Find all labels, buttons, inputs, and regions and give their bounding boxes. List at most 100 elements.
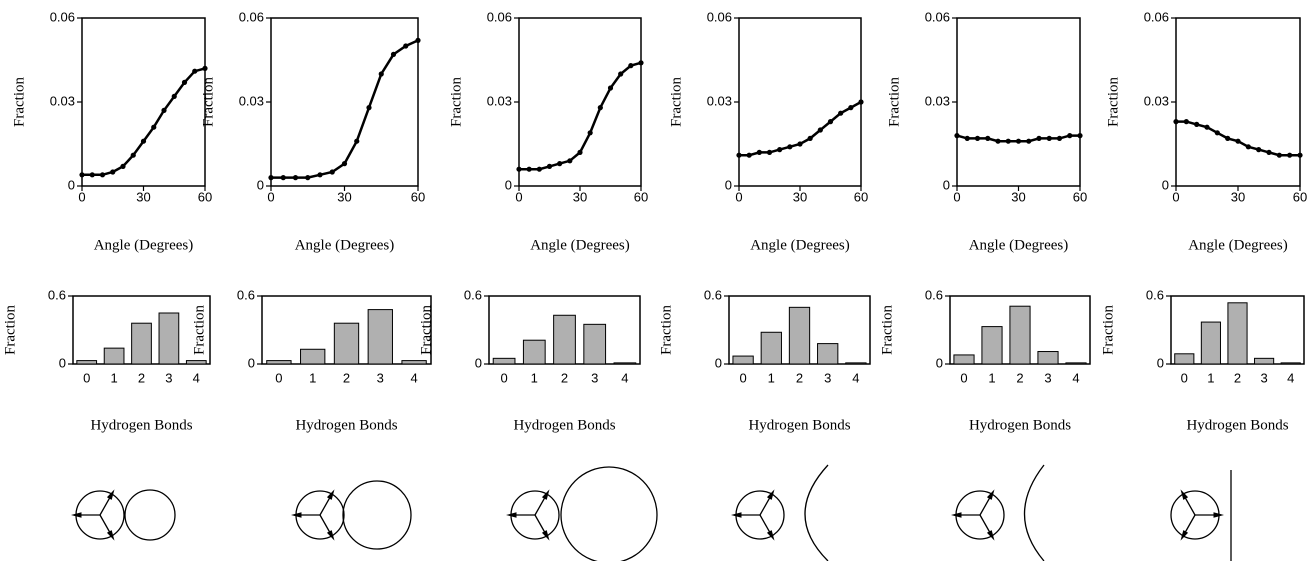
shape — [342, 480, 412, 550]
y-axis-label: Fraction — [448, 77, 464, 127]
x-tick-label: 2 — [343, 370, 350, 385]
bar — [1037, 351, 1059, 365]
x-axis-label: Hydrogen Bonds — [295, 417, 397, 433]
data-point — [995, 138, 1001, 144]
x-tick-label: 0 — [739, 370, 746, 385]
data-point — [1005, 138, 1011, 144]
bar — [1200, 321, 1221, 365]
data-point — [151, 124, 157, 130]
y-tick-label: 0 — [936, 355, 943, 370]
arrow-head — [506, 512, 517, 518]
data-point — [79, 172, 85, 178]
bar — [401, 360, 427, 365]
y-tick-label: 0.6 — [464, 287, 482, 302]
arrow-head — [541, 489, 550, 500]
bar — [103, 347, 125, 365]
x-tick-label: 1 — [110, 370, 117, 385]
data-point — [638, 60, 644, 66]
data-point — [192, 68, 198, 74]
plot-frame — [270, 17, 419, 187]
data-point — [536, 166, 542, 172]
data-point — [807, 135, 813, 141]
arrow-head — [106, 530, 115, 541]
x-tick-label: 1 — [1207, 370, 1214, 385]
x-tick-label: 60 — [411, 189, 425, 204]
arrow-head — [766, 530, 775, 541]
data-point — [1015, 138, 1022, 144]
data-point — [1235, 138, 1241, 144]
x-tick-label: 0 — [500, 370, 507, 385]
data-line — [271, 39, 419, 179]
x-tick-label: 0 — [735, 189, 742, 204]
x-tick-label: 0 — [960, 370, 967, 385]
x-tick-label: 2 — [138, 370, 145, 385]
x-tick-label: 0 — [1172, 189, 1179, 204]
x-tick-label: 3 — [1260, 370, 1267, 385]
x-tick-label: 1 — [309, 370, 316, 385]
x-tick-label: 0 — [515, 189, 522, 204]
y-tick-label: 0 — [68, 177, 75, 192]
y-tick-label: 0.03 — [239, 93, 264, 108]
y-tick-label: 0.6 — [704, 287, 722, 302]
data-point — [99, 172, 106, 178]
bar — [367, 309, 393, 365]
data-point — [366, 105, 372, 111]
data-point — [1036, 135, 1042, 141]
x-tick-label: 4 — [621, 370, 628, 385]
data-point — [516, 166, 522, 172]
data-point — [202, 65, 208, 71]
data-point — [268, 175, 274, 181]
y-tick-label: 0.06 — [487, 9, 512, 24]
x-tick-label: 60 — [198, 189, 212, 204]
data-point — [797, 141, 803, 147]
x-axis-label: Hydrogen Bonds — [748, 417, 850, 433]
arrow-head — [766, 489, 775, 500]
y-axis-label: Fraction — [879, 305, 895, 355]
data-point — [964, 135, 970, 141]
y-axis-label: Fraction — [668, 77, 684, 127]
data-point — [1026, 138, 1032, 144]
x-tick-label: 0 — [267, 189, 274, 204]
data-point — [341, 161, 348, 167]
arrow-head — [541, 530, 550, 541]
data-point — [1245, 144, 1251, 150]
data-point — [292, 175, 299, 181]
x-tick-label: 60 — [1073, 189, 1087, 204]
x-tick-label: 2 — [1016, 370, 1023, 385]
x-tick-label: 4 — [410, 370, 417, 385]
data-point — [280, 175, 286, 181]
y-axis-label: Fraction — [886, 77, 902, 127]
arrow-head — [326, 489, 335, 500]
data-point — [130, 152, 136, 158]
y-tick-label: 0.03 — [50, 93, 75, 108]
bar — [732, 355, 754, 365]
data-point — [567, 158, 573, 164]
shape — [124, 489, 176, 541]
x-tick-label: 1 — [768, 370, 775, 385]
arrow-head — [1213, 512, 1224, 518]
x-tick-label: 0 — [953, 189, 960, 204]
bar — [185, 360, 207, 365]
y-tick-label: 0.6 — [237, 287, 255, 302]
bar — [300, 348, 326, 365]
y-tick-label: 0 — [715, 355, 722, 370]
x-tick-label: 2 — [796, 370, 803, 385]
data-point — [985, 135, 991, 141]
data-point — [1077, 133, 1083, 139]
x-tick-label: 1 — [531, 370, 538, 385]
data-point — [618, 71, 624, 77]
bar — [76, 360, 98, 365]
x-axis-label: Angle (Degrees) — [530, 237, 630, 253]
arrow-head — [106, 489, 115, 500]
x-tick-label: 3 — [377, 370, 384, 385]
data-point — [1256, 147, 1262, 153]
data-point — [1056, 135, 1063, 141]
x-tick-label: 3 — [1044, 370, 1051, 385]
arrow-head — [951, 512, 962, 518]
x-tick-label: 0 — [83, 370, 90, 385]
y-axis-label: Fraction — [200, 77, 216, 127]
shape — [560, 466, 658, 561]
data-point — [1067, 133, 1073, 139]
x-tick-label: 4 — [1287, 370, 1294, 385]
plot-frame — [956, 17, 1081, 187]
